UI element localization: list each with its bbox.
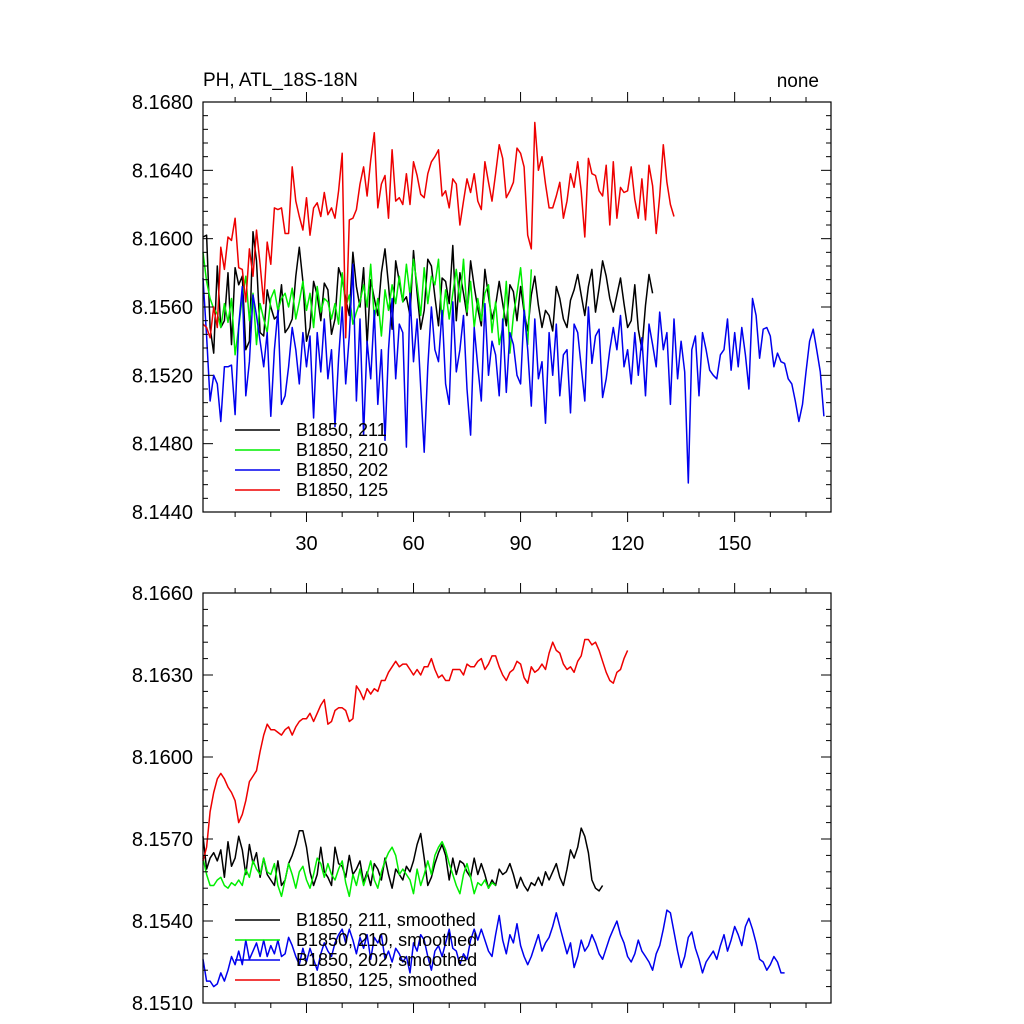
legend-label-4: B1850, 125 [296, 480, 388, 500]
plot-frame [202, 592, 832, 1004]
y-tick-label: 8.1510 [132, 993, 193, 1015]
y-tick-label: 8.1520 [132, 365, 193, 387]
legend-label-3: B1850, 202 [296, 460, 388, 480]
series-line-1 [202, 827, 604, 892]
y-tick-label: 8.1640 [132, 160, 193, 182]
y-tick-label: 8.1570 [132, 829, 193, 851]
series-line-2 [202, 252, 533, 356]
y-tick-label: 8.1560 [132, 297, 193, 319]
y-tick-label: 8.1480 [132, 434, 193, 456]
y-tick-label: 8.1600 [132, 747, 193, 769]
legend-label-1: B1850, 211, smoothed [296, 910, 476, 930]
x-tick-label: 90 [509, 533, 531, 555]
series-line-4 [202, 121, 675, 339]
y-tick-label: 8.1540 [132, 911, 193, 933]
legend-label-2: B1850, 210 [296, 440, 388, 460]
series-line-3 [202, 263, 825, 484]
chart-title-right: none [777, 71, 819, 92]
legend-label-1: B1850, 211 [296, 420, 387, 440]
series-line-2 [202, 840, 497, 898]
series-line-3 [202, 909, 785, 988]
x-tick-label: 120 [611, 533, 644, 555]
chart-title: PH, ATL_18S-18N [203, 70, 358, 91]
series-line-1 [202, 231, 654, 354]
y-tick-label: 8.1630 [132, 665, 193, 687]
legend-label-2: B1850, 210, smoothed [296, 930, 477, 950]
top-panel: PH, ATL_18S-18N none 8.1440 8.1480 8.1520 8… [132, 70, 832, 555]
x-tick-label: 30 [295, 533, 317, 555]
x-tick-label: 150 [718, 533, 751, 555]
y-tick-label: 8.1680 [132, 92, 193, 114]
series-line-4 [202, 638, 629, 862]
legend-label-3: B1850, 202, smoothed [296, 950, 477, 970]
y-tick-label: 8.1440 [132, 502, 193, 524]
y-tick-label: 8.1660 [132, 583, 193, 605]
y-tick-label: 8.1600 [132, 229, 193, 251]
legend-label-4: B1850, 125, smoothed [296, 970, 477, 990]
bottom-panel: 8.1510 8.1540 8.1570 8.1600 8.1630 8.1660 B185… [132, 583, 832, 1015]
x-tick-label: 60 [402, 533, 424, 555]
